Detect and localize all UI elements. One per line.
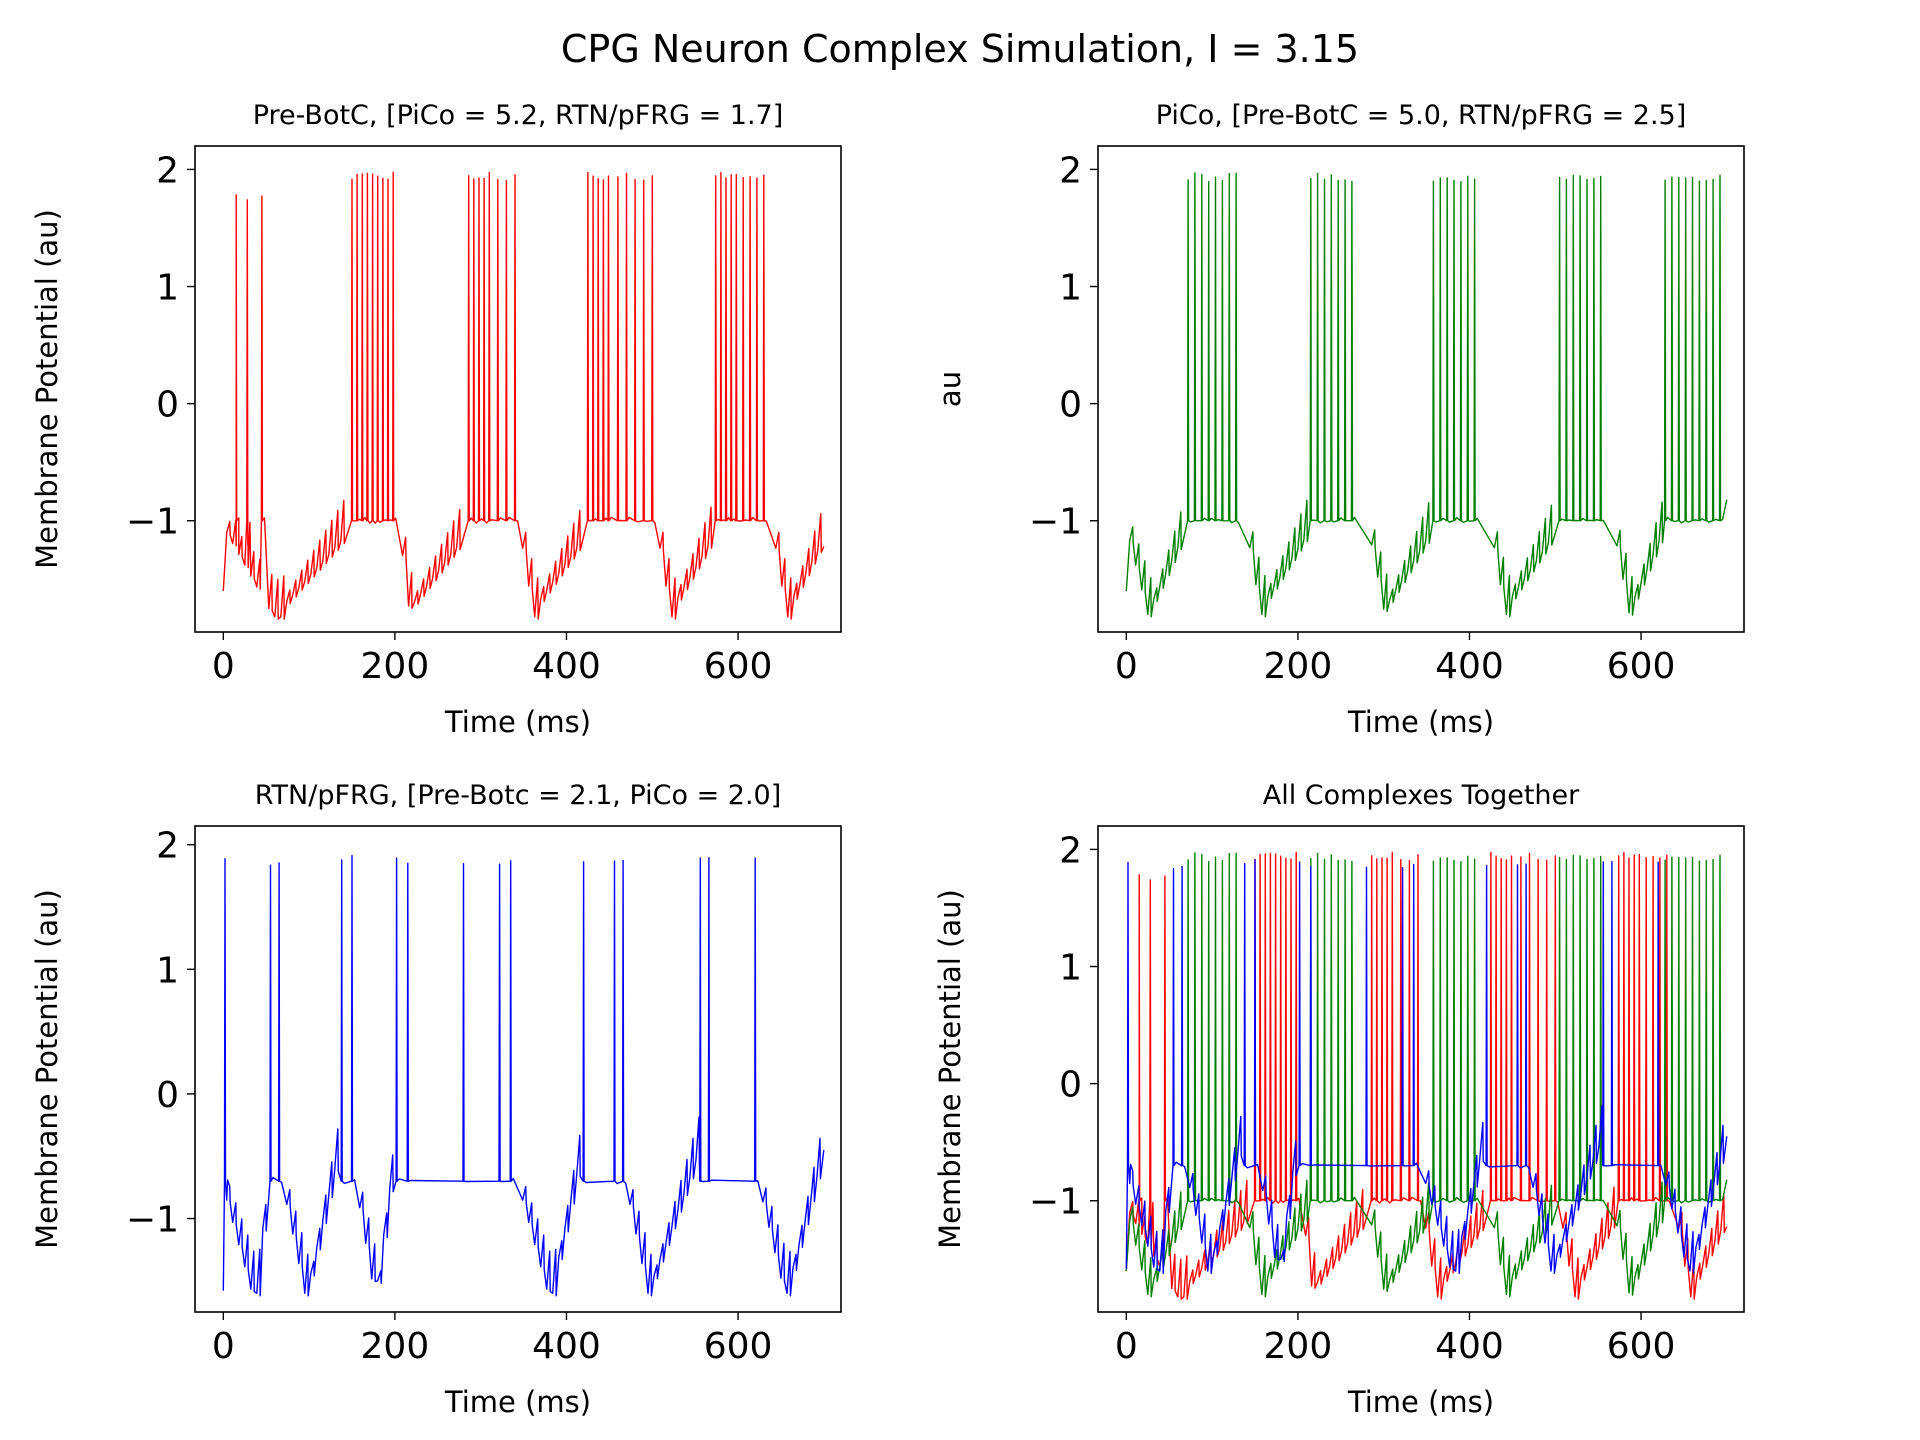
plot-area: [1125, 851, 1728, 1300]
y-tick-label: 0: [156, 1075, 179, 1116]
x-tick-label: 0: [212, 646, 235, 687]
series-line-prebotc: [222, 171, 825, 620]
x-tick-label: 600: [1607, 1326, 1676, 1367]
x-axis-label: Time (ms): [1347, 705, 1494, 739]
x-tick-label: 600: [704, 1326, 773, 1367]
x-axis-label: Time (ms): [444, 705, 591, 739]
subplot-title: Pre-BotC, [PiCo = 5.2, RTN/pFRG = 1.7]: [253, 100, 784, 131]
axes-frame: [194, 825, 842, 1313]
plot-area: [222, 854, 825, 1297]
axes-frame: [1097, 825, 1745, 1313]
x-axis-label: Time (ms): [1347, 1385, 1494, 1419]
y-tick-label: 1: [1059, 948, 1082, 989]
x-tick-label: 200: [1264, 1326, 1333, 1367]
x-tick-label: 0: [1115, 646, 1138, 687]
x-tick-label: 200: [361, 1326, 430, 1367]
y-tick-label: 1: [1059, 268, 1082, 309]
x-tick-label: 600: [1607, 646, 1676, 687]
y-tick-label: 0: [156, 385, 179, 426]
x-tick-label: 400: [1435, 1326, 1504, 1367]
plot-area: [1125, 172, 1728, 618]
x-tick-label: 200: [1264, 646, 1333, 687]
subplot-title: All Complexes Together: [1263, 780, 1580, 811]
y-axis-label: Membrane Potential (au): [933, 889, 967, 1249]
y-tick-label: 2: [156, 150, 179, 191]
x-tick-label: 400: [1435, 646, 1504, 687]
subplot-title: PiCo, [Pre-BotC = 5.0, RTN/pFRG = 2.5]: [1156, 100, 1687, 131]
subplot-2: PiCo, [Pre-BotC = 5.0, RTN/pFRG = 2.5] 0 2…: [933, 100, 1745, 739]
y-tick-label: −1: [126, 1200, 179, 1241]
series-line-rtn: [222, 854, 825, 1297]
y-tick-label: 0: [1059, 385, 1082, 426]
x-tick-label: 200: [361, 646, 430, 687]
subplot-title: RTN/pFRG, [Pre-Botc = 2.1, PiCo = 2.0]: [255, 780, 782, 811]
y-axis-label: au: [933, 371, 967, 407]
y-axis-label: Membrane Potential (au): [30, 889, 64, 1249]
x-tick-label: 400: [532, 1326, 601, 1367]
y-axis-label: Membrane Potential (au): [30, 209, 64, 569]
axes-frame: [194, 145, 842, 633]
y-tick-label: 1: [156, 268, 179, 309]
y-tick-label: −1: [1029, 1182, 1082, 1223]
series-line-rtn: [1125, 859, 1728, 1275]
y-tick-label: 0: [1059, 1065, 1082, 1106]
y-tick-label: 2: [156, 826, 179, 867]
y-tick-label: 2: [1059, 150, 1082, 191]
plot-area: [222, 171, 825, 620]
x-tick-label: 0: [212, 1326, 235, 1367]
subplot-1: Pre-BotC, [PiCo = 5.2, RTN/pFRG = 1.7] 0 2…: [30, 100, 842, 739]
series-line-prebotc: [1125, 851, 1728, 1300]
x-tick-label: 400: [532, 646, 601, 687]
series-line-pico: [1125, 852, 1728, 1298]
figure-suptitle: CPG Neuron Complex Simulation, I = 3.15: [561, 27, 1359, 71]
subplot-3: RTN/pFRG, [Pre-Botc = 2.1, PiCo = 2.0] 0 2…: [30, 780, 842, 1419]
y-tick-label: −1: [1029, 502, 1082, 543]
x-tick-label: 0: [1115, 1326, 1138, 1367]
x-tick-label: 600: [704, 646, 773, 687]
series-line-pico: [1125, 172, 1728, 618]
x-axis-label: Time (ms): [444, 1385, 591, 1419]
y-tick-label: 2: [1059, 830, 1082, 871]
subplot-4: All Complexes Together 0 200 400 600 −1 0 1 2 Tim…: [933, 780, 1745, 1419]
y-tick-label: −1: [126, 502, 179, 543]
axes-frame: [1097, 145, 1745, 633]
y-tick-label: 1: [156, 950, 179, 991]
